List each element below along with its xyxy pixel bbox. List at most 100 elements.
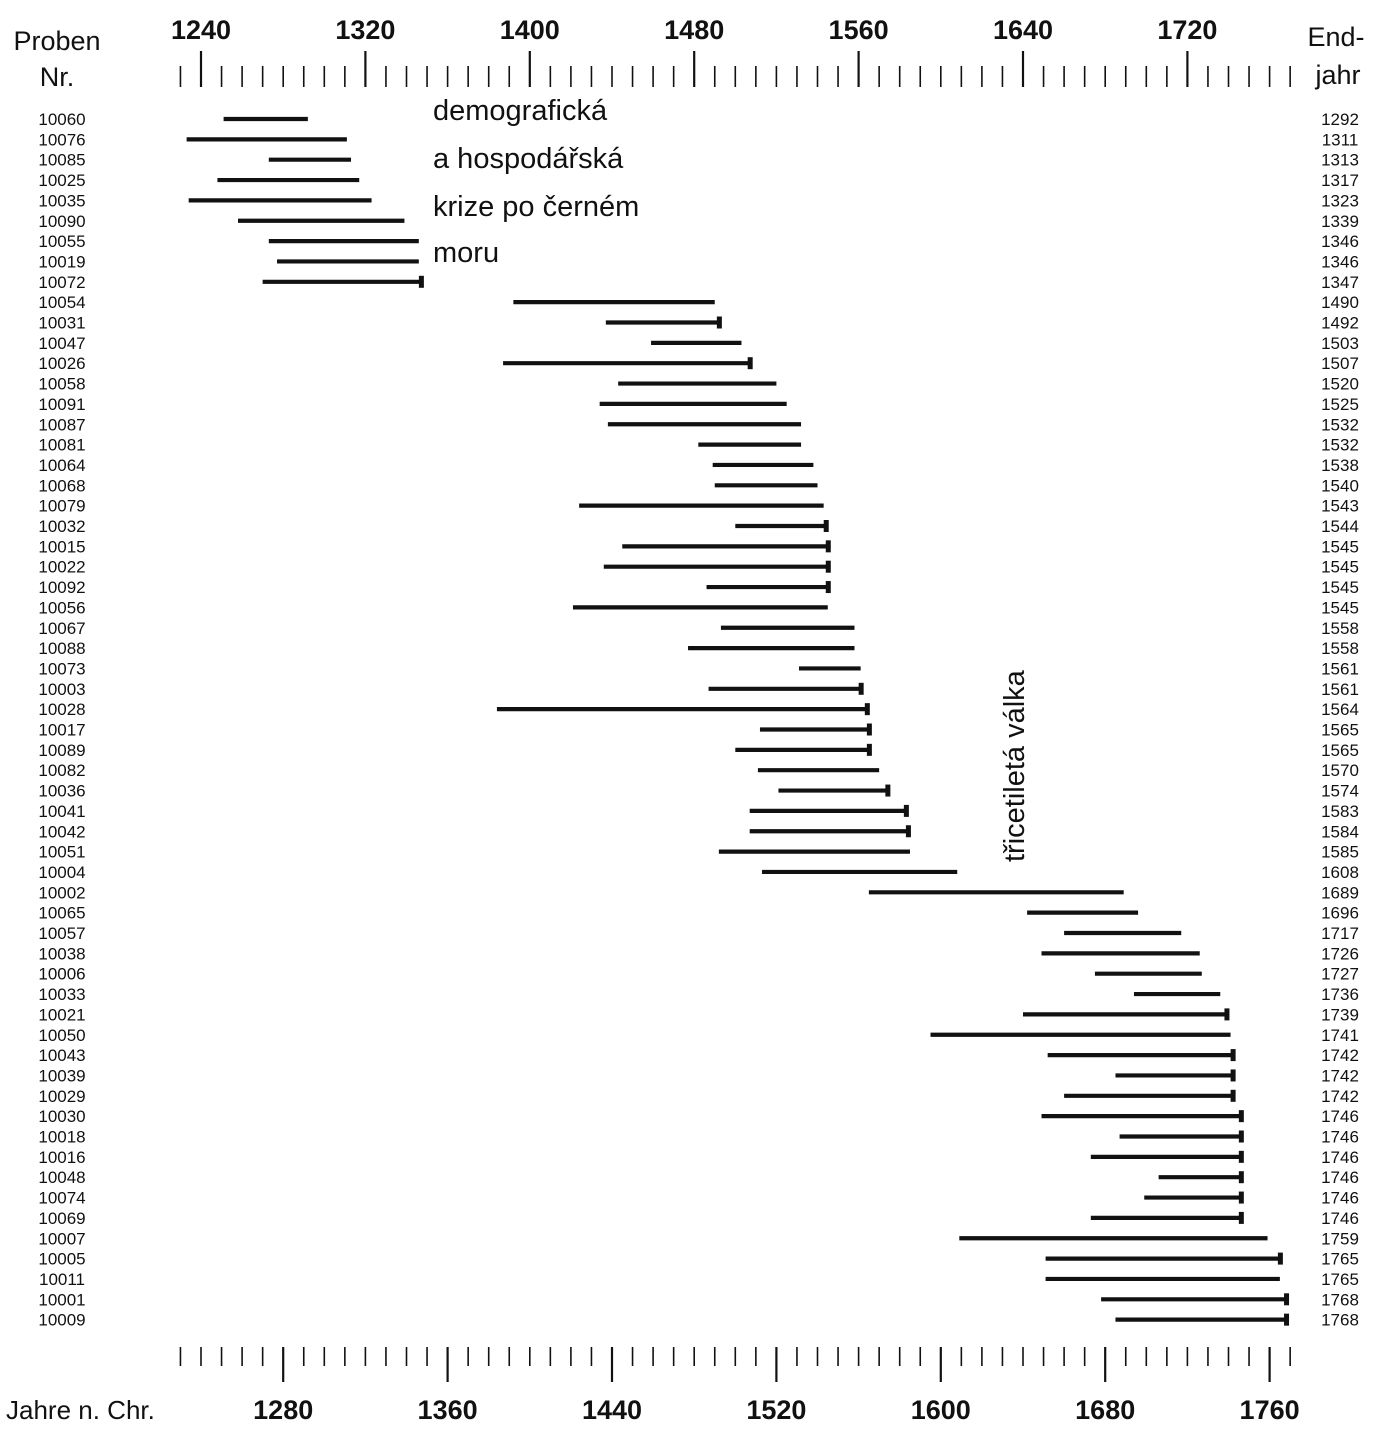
sample-row: 10065 1696 [38, 904, 1359, 923]
sample-id: 10028 [38, 700, 85, 719]
sample-row: 10011 1765 [39, 1270, 1359, 1289]
sample-id: 10026 [38, 354, 85, 373]
sample-row: 10087 1532 [38, 415, 1359, 434]
bark-end-mark [1238, 1211, 1244, 1224]
bark-end-mark [1284, 1293, 1290, 1306]
sample-id: 10004 [38, 863, 85, 882]
end-year: 1492 [1321, 314, 1359, 333]
end-year: 1746 [1321, 1189, 1359, 1208]
bark-end-mark [1238, 1171, 1244, 1184]
sample-id: 10031 [38, 314, 85, 333]
sample-row: 10022 1545 [38, 558, 1359, 577]
bark-end-mark [903, 804, 909, 817]
sample-row: 10039 1742 [38, 1066, 1359, 1085]
sample-row: 10009 1768 [38, 1311, 1359, 1330]
end-year: 1741 [1321, 1026, 1359, 1045]
annotation-black-death-line4: moru [433, 237, 499, 269]
bottom-axis: 1280 1360 1440 1520 1600 1680 1760 [179, 1347, 1300, 1425]
bark-end-mark [1284, 1313, 1290, 1326]
sample-id: 10092 [38, 578, 85, 597]
sample-row: 10026 1507 [38, 354, 1359, 373]
end-year: 1503 [1321, 334, 1359, 353]
sample-id: 10076 [38, 130, 85, 149]
end-year: 1346 [1321, 252, 1359, 271]
sample-id: 10069 [38, 1209, 85, 1228]
sample-id: 10006 [38, 965, 85, 984]
bark-end-mark [825, 560, 831, 573]
bottom-tick-label: 1600 [911, 1395, 971, 1425]
bottom-tick-label: 1280 [253, 1395, 313, 1425]
sample-id: 10018 [38, 1128, 85, 1147]
sample-row: 10001 1768 [38, 1290, 1359, 1309]
end-year: 1742 [1321, 1046, 1359, 1065]
end-year: 1746 [1321, 1148, 1359, 1167]
sample-row: 10067 1558 [38, 619, 1359, 638]
sample-row: 10073 1561 [38, 659, 1359, 678]
end-year: 1759 [1321, 1229, 1359, 1248]
sample-row: 10090 1339 [38, 212, 1359, 231]
sample-row: 10029 1742 [38, 1087, 1359, 1106]
sample-id: 10033 [38, 985, 85, 1004]
bark-end-mark [1277, 1252, 1283, 1265]
sample-row: 10007 1759 [38, 1229, 1359, 1248]
bark-end-mark [864, 703, 870, 716]
sample-id: 10067 [38, 619, 85, 638]
bark-end-mark [1238, 1110, 1244, 1123]
end-year: 1574 [1321, 782, 1359, 801]
sample-id: 10047 [38, 334, 85, 353]
sample-id: 10021 [38, 1005, 85, 1024]
sample-id: 10022 [38, 558, 85, 577]
sample-id: 10055 [38, 232, 85, 251]
end-year: 1558 [1321, 639, 1359, 658]
sample-id: 10072 [38, 273, 85, 292]
end-year: 1608 [1321, 863, 1359, 882]
end-year: 1570 [1321, 761, 1359, 780]
sample-row: 10042 1584 [38, 822, 1359, 841]
sample-row: 10005 1765 [38, 1250, 1359, 1269]
end-year: 1545 [1321, 578, 1359, 597]
end-year: 1746 [1321, 1128, 1359, 1147]
sample-row: 10079 1543 [38, 497, 1359, 516]
sample-id: 10042 [38, 822, 85, 841]
end-year: 1768 [1321, 1290, 1359, 1309]
sample-id: 10025 [38, 171, 85, 190]
sample-id: 10088 [38, 639, 85, 658]
sample-id: 10036 [38, 782, 85, 801]
sample-id: 10035 [38, 191, 85, 210]
sample-row: 10041 1583 [38, 802, 1359, 821]
sample-id: 10001 [38, 1290, 85, 1309]
sample-row: 10092 1545 [38, 578, 1359, 597]
sample-id: 10016 [38, 1148, 85, 1167]
sample-id: 10073 [38, 659, 85, 678]
sample-row: 10031 1492 [38, 314, 1359, 333]
sample-row: 10028 1564 [38, 700, 1359, 719]
sample-id: 10054 [38, 293, 85, 312]
bark-end-mark [1230, 1049, 1236, 1062]
end-year: 1565 [1321, 741, 1359, 760]
end-year: 1532 [1321, 436, 1359, 455]
sample-id: 10032 [38, 517, 85, 536]
right-header-line1: End- [1307, 22, 1364, 52]
sample-row: 10056 1545 [38, 598, 1359, 617]
bottom-tick-label: 1360 [418, 1395, 478, 1425]
top-tick-label: 1560 [829, 15, 889, 45]
end-year: 1525 [1321, 395, 1359, 414]
sample-row: 10089 1565 [38, 741, 1359, 760]
sample-row: 10054 1490 [38, 293, 1359, 312]
sample-id: 10079 [38, 497, 85, 516]
sample-id: 10081 [38, 436, 85, 455]
sample-id: 10057 [38, 924, 85, 943]
top-tick-label: 1320 [335, 15, 395, 45]
bark-end-mark [866, 723, 872, 736]
annotation-black-death-line1: demografická [433, 95, 608, 127]
end-year: 1520 [1321, 375, 1359, 394]
sample-id: 10003 [38, 680, 85, 699]
sample-row: 10016 1746 [38, 1148, 1359, 1167]
end-year: 1742 [1321, 1066, 1359, 1085]
sample-row: 10017 1565 [38, 721, 1359, 740]
sample-row: 10064 1538 [38, 456, 1359, 475]
end-year: 1538 [1321, 456, 1359, 475]
sample-row: 10018 1746 [38, 1128, 1359, 1147]
bark-end-mark [1238, 1191, 1244, 1204]
annotation-thirty-years-war: třicetiletá válka [999, 669, 1031, 862]
